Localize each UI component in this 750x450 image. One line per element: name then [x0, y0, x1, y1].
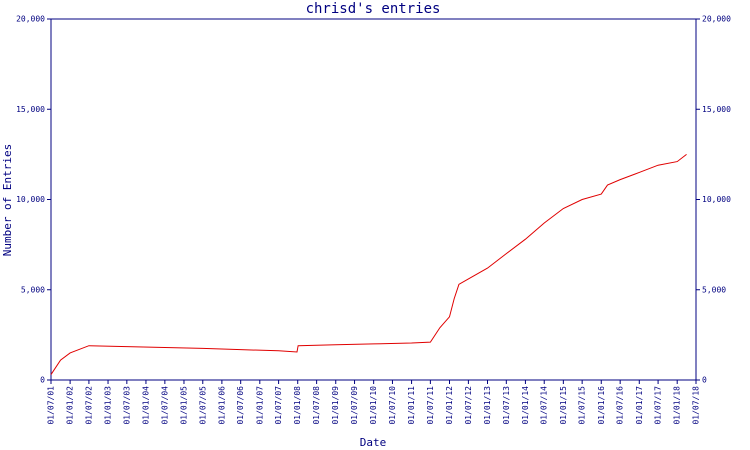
y-tick-label: 10,000	[16, 195, 45, 204]
x-tick-label: 01/07/15	[578, 386, 587, 425]
x-tick-label: 01/07/18	[692, 386, 701, 425]
x-tick-label: 01/01/13	[483, 386, 492, 425]
y2-tick-label: 20,000	[702, 15, 731, 24]
x-tick-label: 01/01/15	[559, 386, 568, 425]
y-tick-label: 15,000	[16, 105, 45, 114]
x-tick-label: 01/07/04	[160, 386, 169, 425]
x-tick-label: 01/01/17	[635, 386, 644, 425]
x-tick-label: 01/07/09	[350, 386, 359, 425]
x-tick-label: 01/01/12	[445, 386, 454, 425]
y-tick-label: 0	[40, 376, 45, 385]
x-tick-label: 01/07/16	[616, 386, 625, 425]
y-axis-label: Number of Entries	[1, 144, 14, 257]
x-tick-label: 01/07/14	[540, 386, 549, 425]
x-tick-label: 01/07/02	[84, 386, 93, 425]
y2-tick-label: 0	[702, 376, 707, 385]
x-tick-label: 01/07/10	[388, 386, 397, 425]
data-line	[50, 153, 687, 375]
x-tick-label: 01/07/03	[122, 386, 131, 425]
x-tick-label: 01/01/08	[293, 386, 302, 425]
x-tick-label: 01/01/09	[331, 386, 340, 425]
x-tick-label: 01/07/01	[47, 386, 56, 425]
x-tick-label: 01/01/11	[407, 386, 416, 425]
x-tick-label: 01/01/06	[217, 386, 226, 425]
y2-tick-label: 15,000	[702, 105, 731, 114]
x-tick-label: 01/01/16	[597, 386, 606, 425]
x-tick-label: 01/07/05	[198, 386, 207, 425]
plot-frame	[50, 18, 697, 381]
y2-tick-label: 5,000	[702, 285, 726, 294]
x-axis-label: Date	[360, 436, 387, 449]
x-tick-label: 01/01/05	[179, 386, 188, 425]
x-tick-label: 01/01/02	[66, 386, 75, 425]
x-tick-label: 01/07/07	[274, 386, 283, 425]
x-tick-label: 01/07/12	[464, 386, 473, 425]
y-tick-label: 5,000	[21, 285, 45, 294]
x-tick-label: 01/01/10	[369, 386, 378, 425]
x-tick-label: 01/07/06	[236, 386, 245, 425]
x-tick-label: 01/01/07	[255, 386, 264, 425]
x-tick-label: 01/01/04	[141, 386, 150, 425]
y2-tick-label: 10,000	[702, 195, 731, 204]
x-tick-label: 01/01/03	[104, 386, 113, 425]
x-tick-label: 01/07/17	[654, 386, 663, 425]
x-tick-label: 01/01/14	[521, 386, 530, 425]
x-tick-label: 01/07/13	[502, 386, 511, 425]
chart-title: chrisd's entries	[306, 1, 441, 17]
x-tick-label: 01/01/18	[673, 386, 682, 425]
x-tick-label: 01/07/08	[312, 386, 321, 425]
y-tick-label: 20,000	[16, 15, 45, 24]
x-tick-label: 01/07/11	[426, 386, 435, 425]
